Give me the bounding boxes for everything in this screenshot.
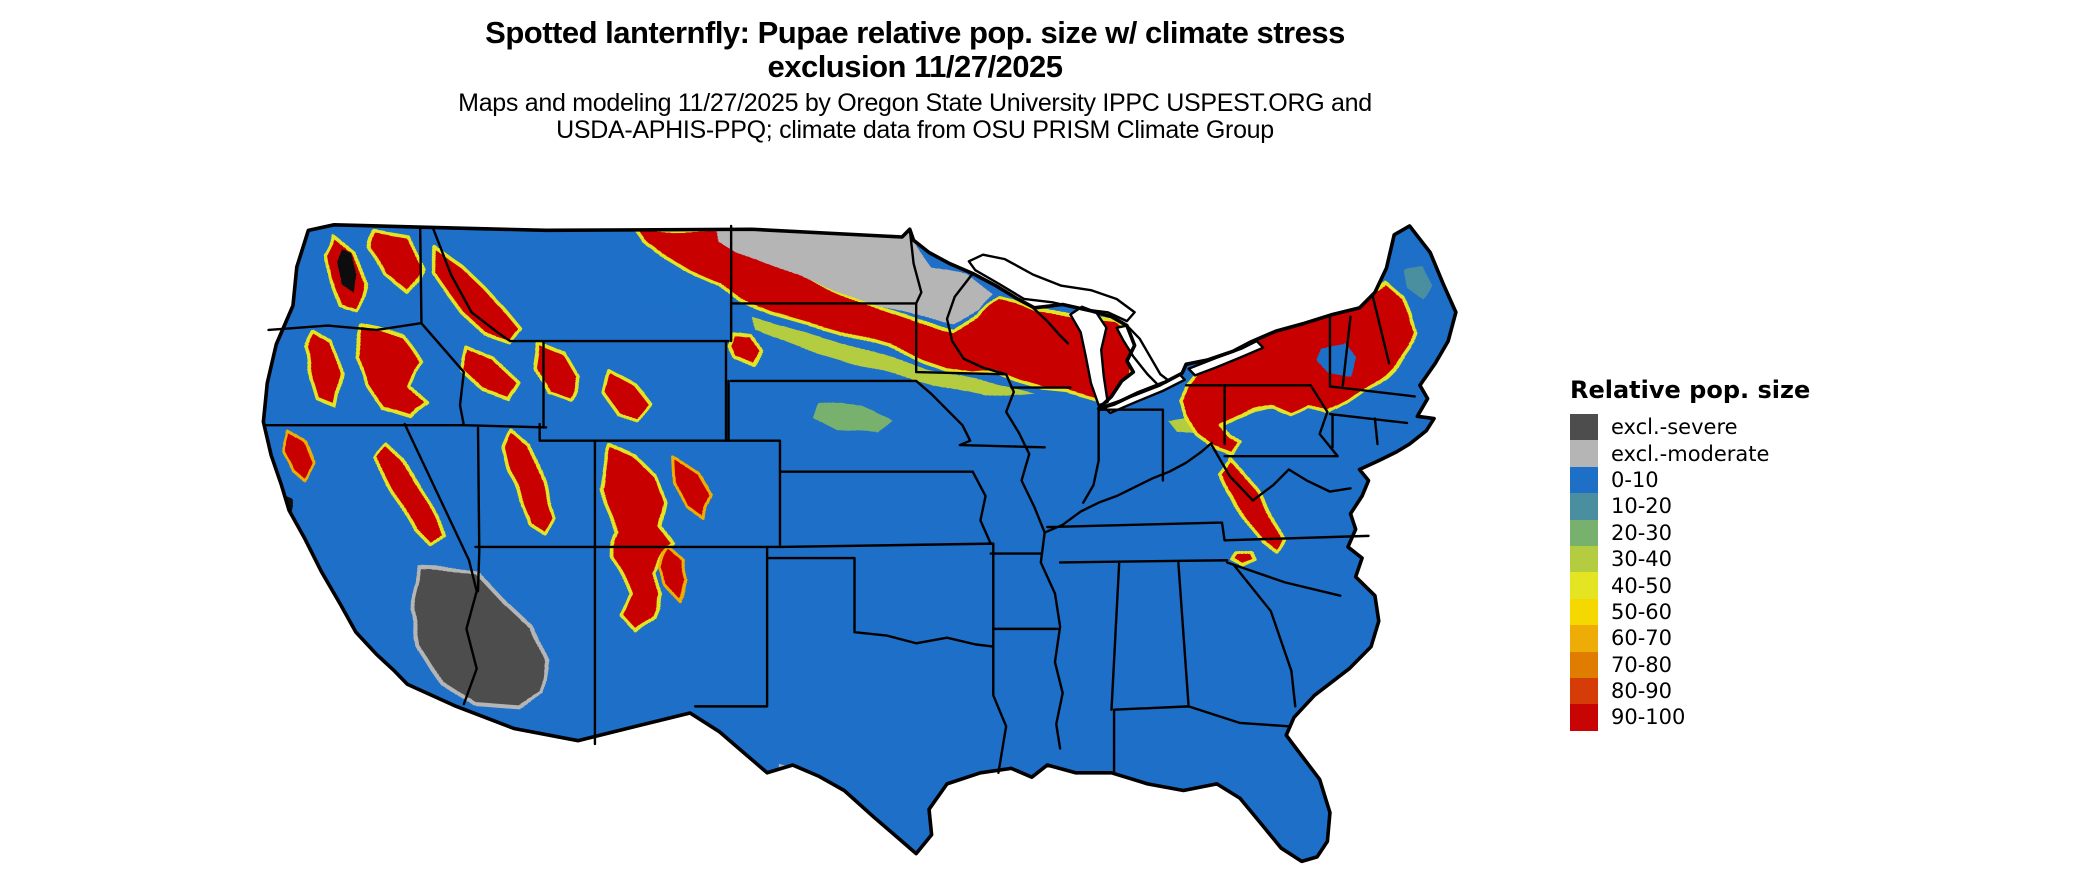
legend-swatch xyxy=(1570,493,1598,520)
mid-risk-nebraska-sandhills xyxy=(810,400,891,432)
legend-label: 30-40 xyxy=(1611,547,1673,572)
map-raster-layers xyxy=(283,228,1433,811)
legend-swatch xyxy=(1570,704,1598,731)
map-fill-area xyxy=(263,224,1456,862)
legend-swatch xyxy=(1570,545,1598,573)
legend-item: 90-100 xyxy=(1570,704,1810,731)
map-subtitle-line2: USDA-APHIS-PPQ; climate data from OSU PR… xyxy=(556,116,1274,144)
legend-swatch xyxy=(1570,651,1598,678)
legend-item: 30-40 xyxy=(1570,545,1810,573)
legend-swatch xyxy=(1570,625,1598,652)
legend-item: 40-50 xyxy=(1570,572,1810,599)
low-mid-risk-maine-north xyxy=(1407,267,1433,299)
map-title-line2: exclusion 11/27/2025 xyxy=(767,49,1063,84)
high-risk-idaho-montana xyxy=(429,248,520,343)
legend-label: excl.-moderate xyxy=(1611,441,1770,466)
legend-item: 50-60 xyxy=(1570,598,1810,626)
legend-swatch xyxy=(1570,466,1598,494)
legend-label: excl.-severe xyxy=(1611,415,1738,440)
map-title: Spotted lanternfly: Pupae relative pop. … xyxy=(0,16,1830,84)
puget-sound xyxy=(337,250,356,291)
legend-item: 80-90 xyxy=(1570,677,1810,705)
legend-swatch xyxy=(1570,598,1598,626)
high-risk-yellowstone xyxy=(535,343,579,398)
legend-label: 70-80 xyxy=(1611,652,1673,677)
legend-title: Relative pop. size xyxy=(1570,376,1811,404)
legend-swatch xyxy=(1570,440,1598,467)
high-risk-or-cascades xyxy=(306,332,341,405)
legend-item: 20-30 xyxy=(1570,519,1810,546)
high-risk-wyoming-range xyxy=(603,370,652,424)
legend-items: excl.-severe excl.-moderate 0-10 10-20 20-30… xyxy=(1570,414,1810,731)
high-risk-nca-coast-range xyxy=(283,432,316,484)
high-risk-nc-mountains xyxy=(1235,551,1256,566)
lake-superior xyxy=(969,255,1135,321)
legend-label: 50-60 xyxy=(1611,599,1673,624)
legend-label: 20-30 xyxy=(1611,520,1673,545)
legend-label: 0-10 xyxy=(1611,467,1659,492)
legend-label: 80-90 xyxy=(1611,679,1673,704)
high-risk-wasatch xyxy=(504,431,557,535)
high-risk-nm-range xyxy=(660,547,690,601)
legend-label: 10-20 xyxy=(1611,494,1673,519)
legend-swatch xyxy=(1570,414,1598,441)
map-subtitle-line1: Maps and modeling 11/27/2025 by Oregon S… xyxy=(458,89,1372,117)
state-borders xyxy=(265,226,1415,773)
legend-swatch xyxy=(1570,677,1598,705)
legend-item: 60-70 xyxy=(1570,625,1810,652)
legend-item: 0-10 xyxy=(1570,466,1810,494)
low-risk-montana-pocket xyxy=(641,272,703,315)
transition-band-plains xyxy=(751,316,1035,398)
map-subtitle: Maps and modeling 11/27/2025 by Oregon S… xyxy=(0,90,1830,144)
legend-item: excl.-moderate xyxy=(1570,440,1810,467)
us-outline xyxy=(263,225,1455,862)
exclusion-severe-southwest xyxy=(412,569,547,706)
legend-label: 40-50 xyxy=(1611,573,1673,598)
legend-item: 70-80 xyxy=(1570,651,1810,678)
high-risk-black-hills xyxy=(730,336,762,364)
legend-label: 60-70 xyxy=(1611,626,1673,651)
high-risk-co-front-range xyxy=(675,458,711,517)
map-legend: Relative pop. size excl.-severe excl.-mod… xyxy=(1570,376,1810,731)
high-risk-ne-washington xyxy=(371,233,420,291)
legend-swatch xyxy=(1570,519,1598,546)
legend-item: excl.-severe xyxy=(1570,414,1810,441)
legend-swatch xyxy=(1570,572,1598,599)
high-risk-east-oregon xyxy=(357,328,430,419)
high-risk-sierra-nevada xyxy=(375,443,443,546)
map-title-line1: Spotted lanternfly: Pupae relative pop. … xyxy=(485,15,1345,50)
high-risk-co-rockies xyxy=(599,445,672,632)
exclusion-moderate-minnesota xyxy=(715,228,991,324)
legend-item: 10-20 xyxy=(1570,493,1810,520)
legend-label: 90-100 xyxy=(1611,705,1686,730)
